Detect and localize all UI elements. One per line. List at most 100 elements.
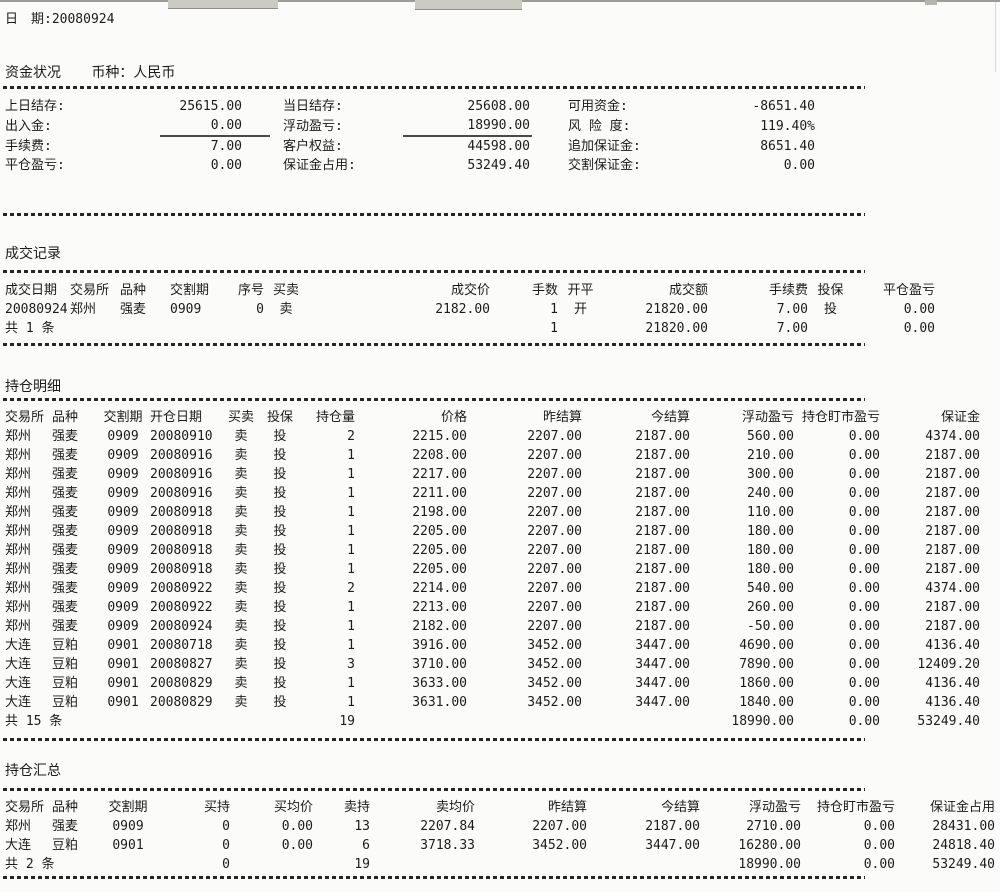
- column-header: 成交日期: [5, 283, 58, 298]
- cell: 强麦: [52, 619, 79, 634]
- cell: [808, 319, 853, 338]
- cell: 0.00: [848, 467, 880, 482]
- cell: 大连: [5, 695, 32, 710]
- cell: 共 15 条: [5, 714, 63, 729]
- column-header: 开平: [567, 283, 594, 298]
- cell: 3710.00: [412, 657, 467, 672]
- cell: 2: [347, 581, 355, 596]
- cell: 郑州: [5, 505, 32, 520]
- cell: 3447.00: [635, 638, 690, 653]
- cell: 20080829: [150, 695, 213, 710]
- cell: 0909: [107, 524, 139, 539]
- column-header: 品种: [52, 410, 79, 425]
- cell: 强麦: [52, 819, 79, 834]
- table-row: 郑州 强麦 0909 20080922 卖 投 2 2214.00 2207.00 2187.00…: [0, 579, 980, 598]
- cell: 1: [347, 619, 355, 634]
- cell: 0.00: [903, 321, 935, 336]
- cell: 20080910: [150, 429, 213, 444]
- cell: 0.00: [848, 657, 880, 672]
- cell: 1860.00: [739, 676, 794, 691]
- cell: 投: [273, 467, 287, 482]
- cell: 20080827: [150, 657, 213, 672]
- cell: 郑州: [5, 543, 32, 558]
- cell: 0.00: [848, 486, 880, 501]
- cell: [102, 712, 144, 731]
- cell: 2187.00: [635, 524, 690, 539]
- cell: 2182.00: [412, 619, 467, 634]
- fund-value: 18990.00: [403, 116, 532, 137]
- cell: -50.00: [747, 619, 794, 634]
- section-title-trades: 成交记录: [5, 246, 61, 262]
- cell: 7.00: [776, 302, 808, 317]
- column-header: 开仓日期: [150, 410, 203, 425]
- cell: 投: [273, 486, 287, 501]
- cell: 21820.00: [645, 321, 708, 336]
- fund-label: 保证金占用:: [283, 158, 356, 173]
- column-header: 交割期: [108, 800, 148, 815]
- cell: 1: [347, 467, 355, 482]
- cell: 240.00: [747, 486, 794, 501]
- table-header-row: 交易所 品种 交割期 买持 买均价 卖持 卖均价 昨结算 今结算 浮动盈亏 持仓盯市盈亏 保证金占用: [0, 798, 995, 817]
- cell: 0.00: [848, 543, 880, 558]
- cell: 4374.00: [925, 429, 980, 444]
- cell: 0.00: [281, 819, 313, 834]
- positions-table: 交易所 品种 交割期 开仓日期 买卖 投保 持仓量 价格 昨结算 今结算 浮动盈亏 持仓盯市盈亏 保证金…: [0, 408, 980, 731]
- cell: [355, 712, 467, 731]
- fund-value: 0.00: [160, 116, 270, 137]
- cell: 0.00: [848, 676, 880, 691]
- table-row: 大连 豆粕 0901 0 0.00 6 3718.33 3452.00 3447.00 16280…: [0, 836, 995, 855]
- report-date-line: 日 期:20080924: [5, 8, 114, 27]
- cell: 12409.20: [917, 657, 980, 672]
- cell: 1: [550, 321, 558, 336]
- cell: 2: [347, 429, 355, 444]
- table-row: 郑州 强麦 0909 20080918 卖 投 1 2205.00 2207.00 2187.00…: [0, 541, 980, 560]
- cell: 强麦: [52, 486, 79, 501]
- column-header: 成交额: [668, 283, 708, 298]
- cell: 郑州: [5, 467, 32, 482]
- cell: 0.00: [848, 695, 880, 710]
- cell: 3631.00: [412, 695, 467, 710]
- cell: 3: [347, 657, 355, 672]
- dashed-divider: [3, 876, 865, 879]
- date-value: 20080924: [51, 12, 115, 27]
- table-row: 郑州 强麦 0909 20080916 卖 投 1 2217.00 2207.00 2187.00…: [0, 465, 980, 484]
- cell: 强麦: [52, 448, 79, 463]
- cell: 卖: [234, 543, 248, 558]
- cell: [475, 855, 587, 874]
- cell: 投: [273, 638, 287, 653]
- cell: 2187.00: [635, 562, 690, 577]
- cell: 0: [222, 857, 230, 872]
- cell: 0901: [107, 638, 139, 653]
- cell: 豆粕: [52, 838, 79, 853]
- cell: 豆粕: [52, 695, 79, 710]
- cell: 投: [273, 524, 287, 539]
- cell: 1: [347, 543, 355, 558]
- cell: 强麦: [52, 562, 79, 577]
- column-header: 交割期: [170, 283, 210, 298]
- table-row: 郑州 强麦 0909 20080918 卖 投 1 2205.00 2207.00 2187.00…: [0, 522, 980, 541]
- column-header: 品种: [52, 800, 79, 815]
- cell: 卖: [234, 619, 248, 634]
- cell: [170, 319, 218, 338]
- cell: 投: [273, 429, 287, 444]
- table-row: 郑州 强麦 0909 20080916 卖 投 1 2208.00 2207.00 2187.00…: [0, 446, 980, 465]
- cell: 0.00: [848, 619, 880, 634]
- cell: 0.00: [281, 838, 313, 853]
- table-row: 郑州 强麦 0909 0 0.00 13 2207.84 2207.00 2187.00 2710…: [0, 817, 995, 836]
- cell: 2208.00: [412, 448, 467, 463]
- cell: 3447.00: [635, 657, 690, 672]
- column-header: 持仓盯市盈亏: [801, 410, 880, 425]
- cell: 强麦: [120, 302, 147, 317]
- cell: 0901: [112, 838, 144, 853]
- column-header: 买持: [203, 800, 230, 815]
- dashed-divider: [3, 270, 865, 273]
- column-header: 交易所: [70, 283, 110, 298]
- cell: 2187.00: [635, 429, 690, 444]
- cell: 0909: [107, 543, 139, 558]
- cell: 2217.00: [412, 467, 467, 482]
- cell: [370, 855, 475, 874]
- table-row: 郑州 强麦 0909 20080918 卖 投 1 2205.00 2207.00 2187.00…: [0, 560, 980, 579]
- dashed-divider: [3, 788, 865, 791]
- cell: 投: [273, 505, 287, 520]
- cell: 0901: [107, 695, 139, 710]
